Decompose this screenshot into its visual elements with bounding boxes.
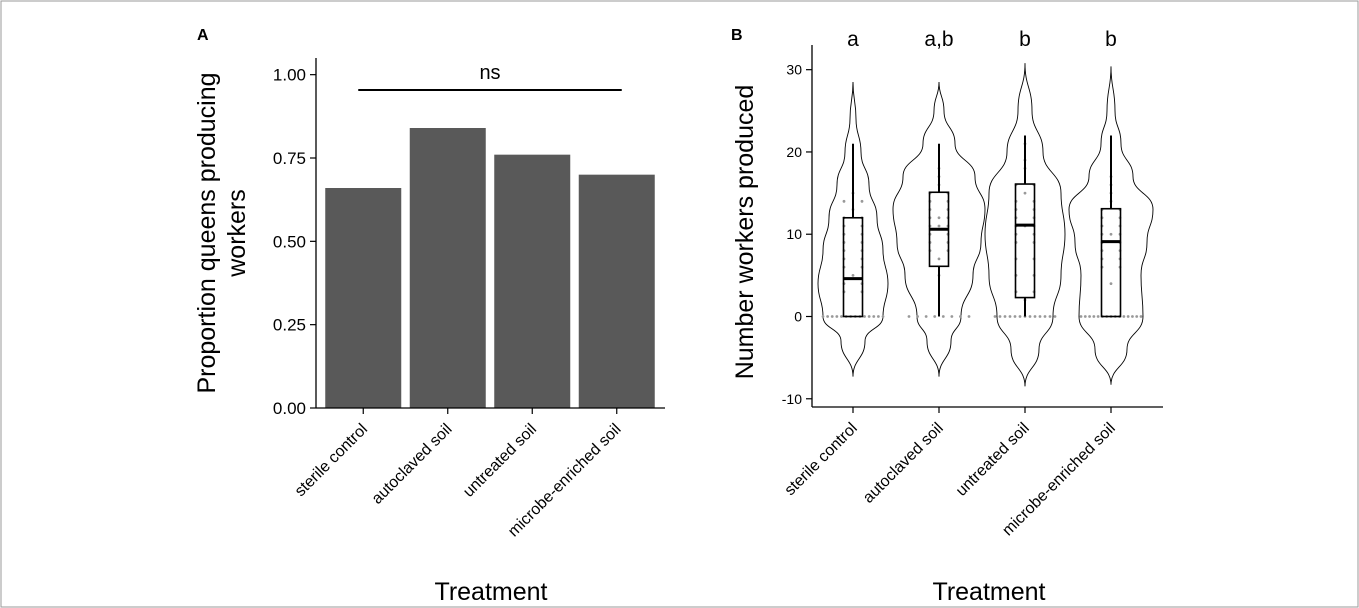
- group-letter: a,b: [924, 28, 953, 51]
- box-microbe-enriched-soil: [1100, 207, 1122, 318]
- data-point: [1013, 315, 1017, 318]
- data-point: [1028, 315, 1032, 318]
- data-point: [851, 273, 855, 277]
- data-point: [924, 315, 928, 318]
- y-tick-label: 1.00: [273, 66, 306, 85]
- y-axis-title-line-2: workers: [223, 189, 251, 278]
- x-tick-label-untreated-soil: untreated soil: [460, 421, 540, 501]
- data-point: [933, 315, 937, 318]
- data-point: [993, 315, 997, 318]
- data-point: [840, 315, 843, 318]
- box-untreated-soil: [1014, 183, 1036, 299]
- data-point: [1088, 315, 1091, 318]
- data-point: [1109, 282, 1113, 285]
- data-point: [1079, 315, 1083, 318]
- data-point: [950, 315, 954, 318]
- group-letter: b: [1105, 28, 1117, 51]
- data-point: [937, 216, 941, 220]
- data-point: [1109, 232, 1113, 236]
- data-point: [1096, 315, 1100, 318]
- data-point: [937, 224, 941, 228]
- bar-untreated-soil: [494, 154, 571, 408]
- data-point: [1048, 315, 1052, 318]
- data-point: [1008, 315, 1012, 318]
- y-tick-label: -10: [782, 391, 802, 407]
- data-point: [941, 315, 945, 318]
- x-tick-label-untreated-soil: untreated soil: [953, 420, 1033, 500]
- panel-b-violin-chart: a sterile control a,b autoclaved soil b untre…: [731, 28, 1163, 606]
- data-point: [881, 315, 885, 318]
- y-tick-label: 0.00: [273, 399, 306, 418]
- data-point: [1053, 315, 1057, 318]
- data-point: [1038, 315, 1042, 318]
- data-point: [1131, 315, 1134, 318]
- box-sterile-control: [842, 216, 864, 318]
- y-tick-label: 10: [786, 226, 802, 242]
- bar-microbe-enriched-soil: [578, 174, 655, 408]
- data-point: [1043, 315, 1047, 318]
- data-point: [821, 315, 825, 318]
- data-point: [907, 315, 911, 318]
- significance-annotation: ns: [479, 62, 500, 84]
- data-point: [876, 315, 880, 318]
- data-point: [959, 315, 962, 318]
- data-point: [830, 315, 834, 318]
- x-axis-title: Treatment: [434, 578, 547, 606]
- data-point: [1092, 315, 1096, 318]
- y-tick-label: 20: [786, 144, 802, 160]
- y-axis-title-line-1: Proportion queens producing: [193, 72, 221, 393]
- data-point: [826, 315, 830, 318]
- data-point: [1033, 315, 1037, 318]
- data-point: [863, 315, 866, 318]
- data-point: [860, 199, 864, 203]
- x-tick-label-sterile-control: sterile control: [292, 421, 371, 500]
- data-point: [872, 315, 876, 318]
- data-point: [1003, 315, 1007, 318]
- violin-microbe-enriched-soil: [1068, 66, 1154, 385]
- data-point: [1018, 315, 1022, 318]
- y-tick-label: 0.50: [273, 232, 306, 251]
- data-point: [937, 257, 941, 261]
- y-tick-label: 0.75: [273, 149, 306, 168]
- data-point: [1135, 315, 1139, 318]
- x-axis-title: Treatment: [932, 578, 1045, 606]
- violin-untreated-soil: [984, 63, 1066, 387]
- violin-autoclaved-soil: [892, 81, 986, 377]
- data-point: [1139, 315, 1143, 318]
- y-tick-label: 0: [794, 309, 802, 325]
- y-axis-title: Number workers produced: [731, 85, 759, 380]
- data-point: [842, 199, 846, 203]
- y-tick-label: 30: [786, 62, 802, 78]
- data-point: [1023, 191, 1027, 195]
- data-point: [1122, 315, 1126, 318]
- panel-b-label: B: [731, 27, 743, 44]
- x-tick-label-autoclaved-soil: autoclaved soil: [369, 421, 456, 508]
- violin-sterile-control: [817, 81, 889, 377]
- panel-a-label: A: [197, 27, 209, 44]
- data-point: [867, 315, 871, 318]
- data-point: [998, 315, 1002, 318]
- bar-sterile-control: [325, 188, 402, 408]
- bar-autoclaved-soil: [409, 128, 486, 408]
- data-point: [1126, 315, 1130, 318]
- data-point: [967, 315, 971, 318]
- group-letter: b: [1019, 28, 1031, 51]
- group-letter: a: [847, 28, 859, 51]
- data-point: [835, 315, 839, 318]
- x-tick-label-sterile-control: sterile control: [782, 420, 861, 499]
- y-tick-label: 0.25: [273, 316, 306, 335]
- x-tick-label-autoclaved-soil: autoclaved soil: [860, 420, 947, 507]
- data-point: [916, 315, 919, 318]
- data-point: [1083, 315, 1087, 318]
